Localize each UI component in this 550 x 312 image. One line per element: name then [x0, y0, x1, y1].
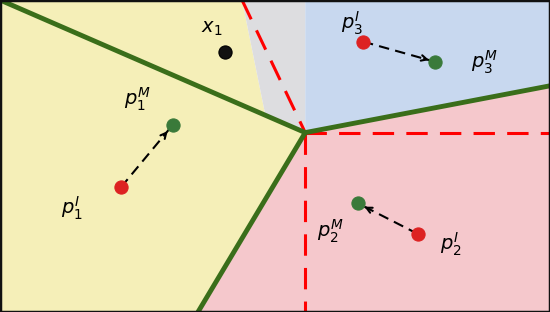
- Text: $p_2^M$: $p_2^M$: [317, 218, 343, 245]
- Polygon shape: [0, 0, 305, 312]
- Text: $p_1^I$: $p_1^I$: [60, 194, 82, 222]
- Text: $p_1^M$: $p_1^M$: [124, 85, 151, 113]
- Point: [430, 60, 439, 65]
- Text: $p_2^I$: $p_2^I$: [440, 231, 462, 258]
- Point: [353, 200, 362, 205]
- Polygon shape: [198, 86, 550, 312]
- Point: [221, 50, 230, 55]
- Point: [414, 232, 422, 236]
- Point: [169, 122, 178, 127]
- Text: $p_3^I$: $p_3^I$: [341, 10, 363, 37]
- Polygon shape: [305, 0, 550, 133]
- Point: [117, 185, 125, 190]
- Text: $x_1$: $x_1$: [201, 19, 222, 38]
- Text: $p_3^M$: $p_3^M$: [471, 49, 497, 76]
- Point: [359, 39, 367, 44]
- Polygon shape: [242, 0, 305, 133]
